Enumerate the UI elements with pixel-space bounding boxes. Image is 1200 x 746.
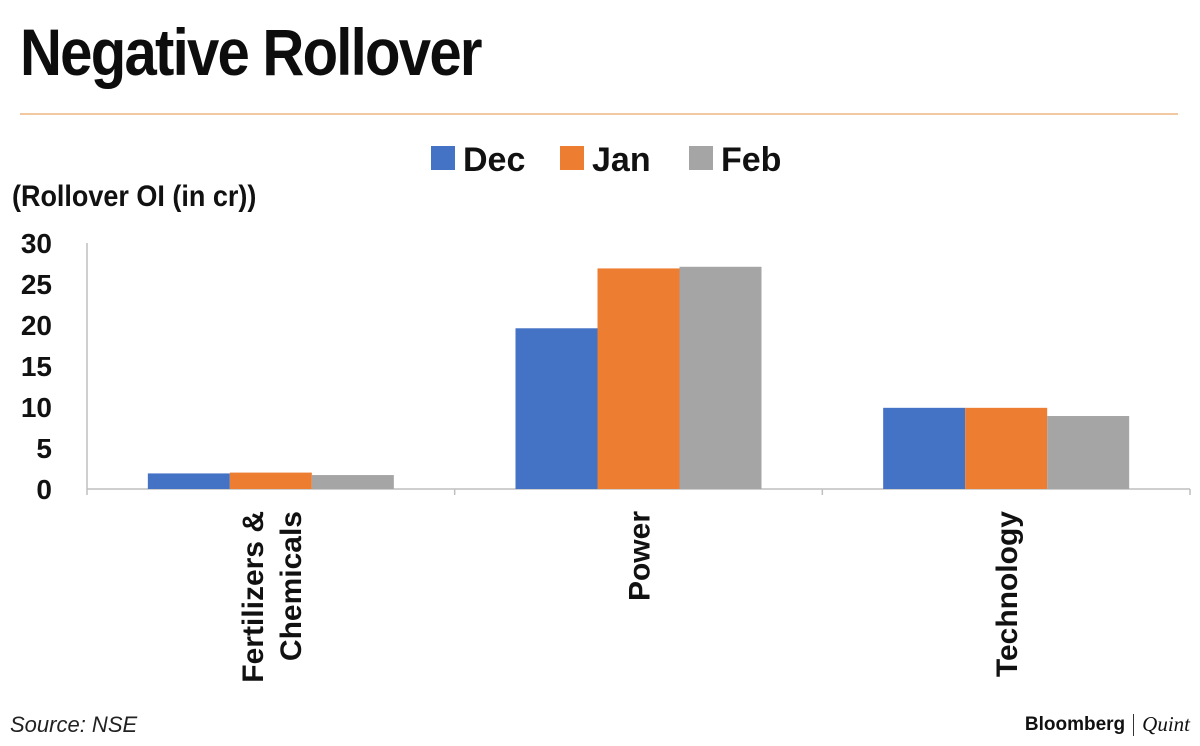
y-axis-title: (Rollover OI (in cr)) — [12, 180, 256, 214]
source-note: Source: NSE — [10, 712, 138, 737]
legend-label: Jan — [592, 141, 651, 179]
bar-dec — [883, 407, 966, 489]
y-tick-label: 10 — [21, 392, 52, 423]
bar-feb — [679, 266, 762, 489]
brand-secondary: Quint — [1142, 712, 1190, 736]
x-category-label: Power — [624, 511, 657, 601]
bar-jan — [229, 472, 312, 489]
y-tick-label: 0 — [36, 474, 52, 505]
title-divider — [20, 113, 1178, 115]
brand-logo: Bloomberg Quint — [1025, 712, 1190, 737]
y-tick-label: 25 — [21, 269, 52, 300]
y-tick-label: 15 — [21, 351, 52, 382]
bar-dec — [147, 473, 230, 489]
y-tick-label: 5 — [36, 433, 52, 464]
legend-swatch — [560, 146, 584, 170]
x-category-label: Fertilizers & — [237, 511, 270, 683]
bar-jan — [965, 407, 1048, 489]
legend-swatch — [431, 146, 455, 170]
brand-primary: Bloomberg — [1024, 713, 1126, 735]
brand-separator — [1133, 713, 1135, 736]
x-category-label: Chemicals — [275, 511, 308, 661]
bar-dec — [515, 328, 598, 489]
page-title: Negative Rollover — [20, 15, 482, 89]
bar-feb — [1047, 416, 1130, 489]
legend-label: Dec — [463, 141, 525, 179]
y-tick-label: 30 — [21, 228, 52, 259]
bar-jan — [597, 268, 680, 489]
legend-swatch — [689, 146, 713, 170]
bar-feb — [311, 475, 394, 489]
legend-label: Feb — [721, 141, 781, 179]
x-category-label: Technology — [991, 511, 1024, 677]
y-tick-label: 20 — [21, 310, 52, 341]
